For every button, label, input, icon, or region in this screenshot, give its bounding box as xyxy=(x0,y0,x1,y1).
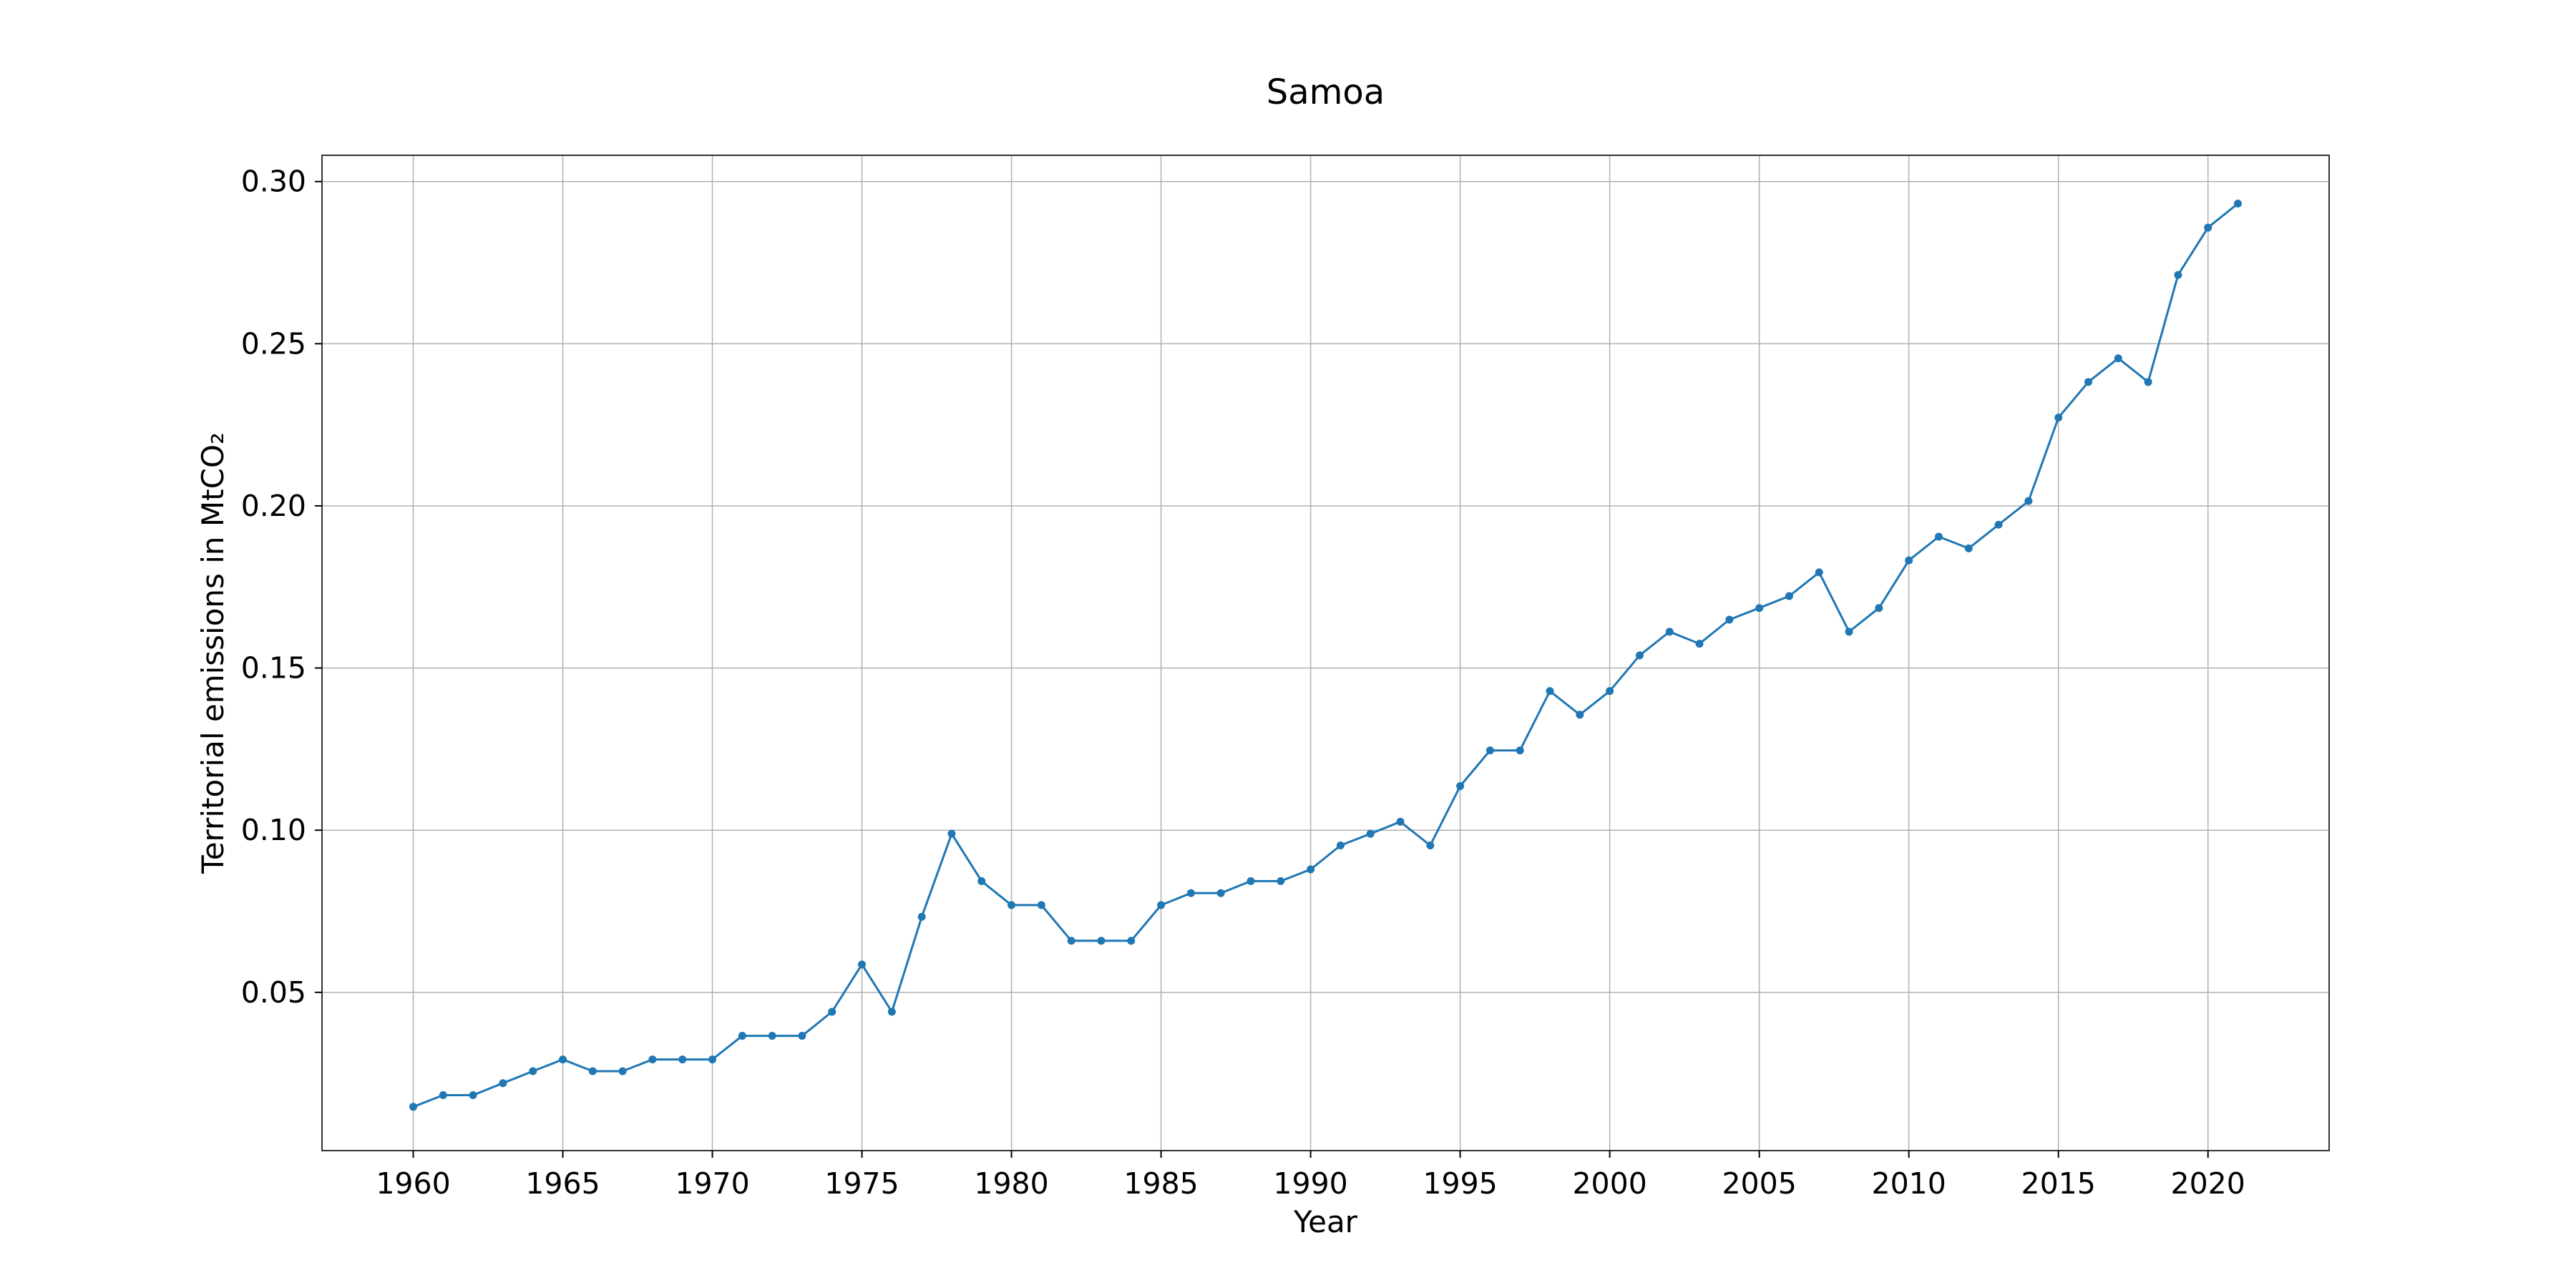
data-point xyxy=(1246,877,1255,885)
data-point xyxy=(2114,354,2122,363)
data-point xyxy=(1485,746,1494,755)
data-point xyxy=(1845,628,1853,636)
x-tick-label: 1980 xyxy=(974,1166,1048,1201)
data-point xyxy=(499,1079,507,1088)
data-point xyxy=(1307,865,1315,874)
chart-title: Samoa xyxy=(1267,72,1385,112)
data-point xyxy=(1456,782,1465,791)
x-tick-label: 1970 xyxy=(675,1166,749,1201)
data-point xyxy=(1695,640,1704,648)
data-point xyxy=(409,1103,417,1111)
data-point xyxy=(1546,687,1554,696)
y-tick-label: 0.10 xyxy=(241,813,306,847)
x-tick-label: 2005 xyxy=(1722,1166,1796,1201)
x-axis-label: Year xyxy=(1293,1204,1358,1239)
data-point xyxy=(1277,877,1285,885)
data-point xyxy=(2234,200,2242,208)
data-point xyxy=(1934,532,1943,541)
series-line xyxy=(412,203,2239,1108)
y-axis-label: Territorial emissions in MtCO₂ xyxy=(195,432,230,874)
x-tick-label: 1975 xyxy=(824,1166,899,1201)
data-point xyxy=(2054,414,2063,422)
y-tick-label: 0.30 xyxy=(241,165,306,199)
data-point xyxy=(529,1067,537,1075)
data-point xyxy=(2084,378,2092,386)
data-point xyxy=(559,1055,567,1064)
data-point xyxy=(2024,497,2033,505)
data-point xyxy=(1665,628,1674,636)
data-point xyxy=(708,1055,717,1064)
x-tick-label: 2020 xyxy=(2171,1166,2245,1201)
data-point xyxy=(738,1032,746,1040)
data-point xyxy=(1875,604,1883,613)
x-tick-label: 1960 xyxy=(376,1166,450,1201)
data-point xyxy=(1755,604,1764,613)
data-point xyxy=(2144,378,2152,386)
data-point xyxy=(439,1091,447,1099)
data-point xyxy=(1396,817,1405,826)
data-point xyxy=(1815,568,1823,577)
data-point xyxy=(469,1091,477,1099)
data-point xyxy=(1576,711,1584,719)
data-point xyxy=(858,960,867,969)
data-point xyxy=(1186,889,1195,897)
data-point xyxy=(1067,937,1075,945)
data-point xyxy=(2204,223,2212,232)
data-point xyxy=(1157,901,1166,909)
data-point xyxy=(1426,841,1435,849)
grid-lines xyxy=(322,155,2329,1151)
data-point xyxy=(768,1032,776,1040)
y-tick-label: 0.20 xyxy=(241,489,306,523)
data-point xyxy=(977,877,986,885)
y-tick-label: 0.25 xyxy=(241,326,306,361)
plot-frame xyxy=(321,155,2330,1151)
data-point xyxy=(1635,651,1644,660)
data-point xyxy=(798,1032,806,1040)
data-point xyxy=(678,1055,687,1064)
data-point xyxy=(588,1067,597,1075)
data-point xyxy=(1008,901,1016,909)
data-point xyxy=(648,1055,657,1064)
x-tick-label: 2000 xyxy=(1572,1166,1646,1201)
data-point xyxy=(1127,937,1136,945)
data-point xyxy=(1216,889,1225,897)
data-point xyxy=(917,912,926,921)
data-point xyxy=(1785,592,1793,600)
data-point xyxy=(2174,270,2182,279)
data-point xyxy=(618,1067,627,1075)
data-point xyxy=(1336,841,1345,849)
x-tick-label: 2010 xyxy=(1871,1166,1946,1201)
x-tick-label: 1990 xyxy=(1273,1166,1347,1201)
data-point xyxy=(1905,556,1913,565)
axis-ticks: 1960 1965 1970 1975 1980 1985 1990 1995 2000 2005… xyxy=(241,165,2245,1201)
x-tick-label: 1965 xyxy=(525,1166,600,1201)
data-point xyxy=(1994,520,2003,529)
x-tick-label: 1995 xyxy=(1423,1166,1497,1201)
data-point xyxy=(1037,901,1045,909)
data-point xyxy=(828,1008,836,1016)
x-tick-label: 1985 xyxy=(1123,1166,1198,1201)
data-point xyxy=(1097,937,1106,945)
data-point xyxy=(1964,544,1973,552)
data-point xyxy=(1725,615,1734,624)
data-point xyxy=(1606,687,1614,696)
data-series xyxy=(409,200,2242,1111)
y-tick-label: 0.15 xyxy=(241,651,306,686)
x-tick-label: 2015 xyxy=(2021,1166,2096,1201)
y-tick-label: 0.05 xyxy=(241,975,306,1010)
data-point xyxy=(1516,746,1524,755)
data-point xyxy=(947,829,956,838)
data-point xyxy=(1366,829,1375,838)
data-point xyxy=(887,1008,896,1016)
